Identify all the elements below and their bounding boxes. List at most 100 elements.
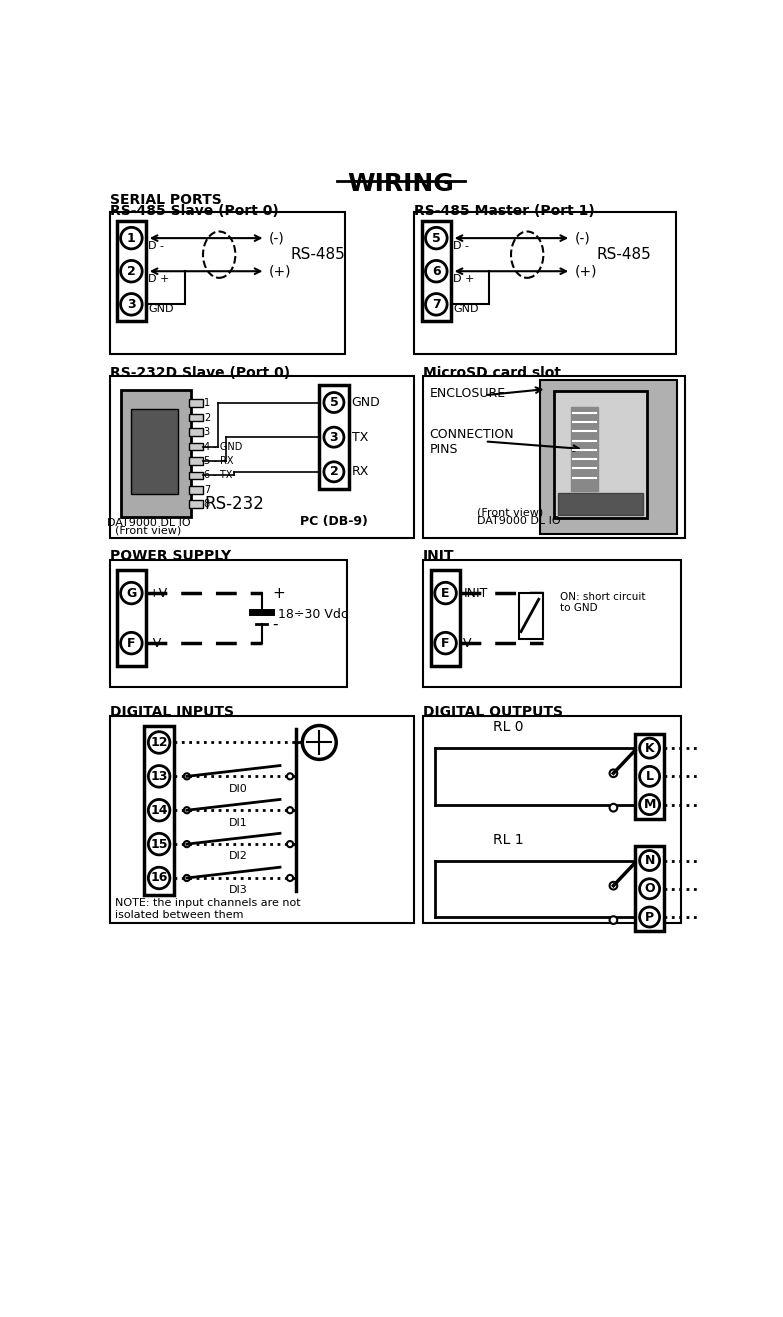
Text: DI1: DI1 — [229, 818, 247, 827]
Text: ON: short circuit
to GND: ON: short circuit to GND — [561, 591, 646, 614]
Bar — [110, 212, 345, 354]
Bar — [540, 379, 677, 533]
Text: (+): (+) — [269, 265, 292, 278]
Circle shape — [324, 392, 344, 412]
Bar — [189, 399, 203, 407]
Bar — [519, 593, 543, 639]
Text: RS-485: RS-485 — [290, 248, 345, 262]
Bar — [571, 407, 598, 491]
Text: D -: D - — [453, 241, 469, 250]
Bar — [424, 715, 681, 923]
Circle shape — [287, 874, 293, 881]
Text: -V: -V — [149, 636, 161, 649]
Bar — [558, 493, 643, 515]
Circle shape — [324, 427, 344, 448]
Text: -: - — [272, 616, 278, 632]
Text: SERIAL PORTS: SERIAL PORTS — [110, 192, 222, 207]
Bar — [110, 375, 414, 537]
Text: DI3: DI3 — [229, 885, 247, 896]
Text: D +: D + — [453, 274, 474, 284]
Text: 1: 1 — [127, 232, 135, 245]
Bar — [189, 443, 203, 450]
Circle shape — [435, 582, 456, 605]
Circle shape — [610, 769, 617, 777]
Text: RS-485 Slave (Port 0): RS-485 Slave (Port 0) — [110, 204, 279, 219]
Bar — [145, 726, 174, 896]
Text: DAT9000 DL IO: DAT9000 DL IO — [477, 516, 561, 525]
Text: 18÷30 Vdc: 18÷30 Vdc — [279, 607, 348, 620]
Circle shape — [610, 803, 617, 811]
Text: G: G — [126, 586, 136, 599]
Circle shape — [640, 878, 659, 898]
Bar — [110, 715, 414, 923]
Circle shape — [425, 261, 447, 282]
Text: ENCLOSURE: ENCLOSURE — [429, 387, 506, 400]
Bar — [131, 410, 179, 494]
Circle shape — [610, 882, 617, 889]
Text: (Front view): (Front view) — [115, 525, 182, 535]
Text: NOTE: the input channels are not
isolated between them: NOTE: the input channels are not isolate… — [115, 898, 301, 919]
Text: F: F — [442, 636, 449, 649]
Text: WIRING: WIRING — [348, 173, 454, 196]
Circle shape — [184, 874, 190, 881]
Text: 8: 8 — [204, 499, 210, 510]
Text: K: K — [644, 741, 655, 755]
Bar — [554, 391, 647, 519]
Circle shape — [435, 632, 456, 655]
Text: 14: 14 — [150, 803, 168, 817]
Bar — [189, 500, 203, 508]
Text: 12: 12 — [150, 736, 168, 749]
Text: RS-232D Slave (Port 0): RS-232D Slave (Port 0) — [110, 366, 290, 379]
Circle shape — [148, 765, 170, 788]
Bar — [635, 847, 664, 931]
Bar — [635, 734, 664, 819]
Text: CONNECTION
PINS: CONNECTION PINS — [429, 428, 514, 456]
Circle shape — [121, 261, 143, 282]
Circle shape — [425, 228, 447, 249]
Text: RL 0: RL 0 — [493, 720, 523, 734]
Circle shape — [184, 807, 190, 814]
Circle shape — [121, 632, 143, 655]
Bar — [189, 457, 203, 465]
Text: GND: GND — [453, 304, 478, 315]
Text: 2: 2 — [127, 265, 135, 278]
Circle shape — [640, 907, 659, 927]
Text: RX: RX — [352, 465, 369, 478]
Text: INIT: INIT — [464, 586, 488, 599]
Text: V-: V- — [464, 636, 475, 649]
Text: D -: D - — [148, 241, 164, 250]
Bar — [414, 212, 676, 354]
Text: INIT: INIT — [424, 549, 455, 564]
Bar — [319, 385, 348, 489]
Text: RS-485 Master (Port 1): RS-485 Master (Port 1) — [414, 204, 595, 219]
Text: DAT9000 DL IO: DAT9000 DL IO — [106, 519, 190, 528]
Text: +: + — [272, 586, 285, 601]
Text: (-): (-) — [269, 230, 285, 245]
Circle shape — [425, 294, 447, 315]
Bar — [424, 375, 685, 537]
Text: POWER SUPPLY: POWER SUPPLY — [110, 549, 231, 564]
Text: E: E — [442, 586, 449, 599]
Text: 6 - TX: 6 - TX — [204, 470, 232, 481]
Circle shape — [640, 766, 659, 786]
Text: 3: 3 — [204, 427, 210, 437]
Bar — [117, 570, 146, 666]
Text: F: F — [127, 636, 135, 649]
Circle shape — [184, 842, 190, 847]
Text: P: P — [645, 910, 654, 923]
Bar — [189, 414, 203, 421]
Circle shape — [287, 773, 293, 780]
Text: M: M — [644, 798, 656, 811]
Circle shape — [287, 807, 293, 814]
Text: DIGITAL OUTPUTS: DIGITAL OUTPUTS — [424, 705, 563, 719]
Circle shape — [121, 228, 143, 249]
Text: 3: 3 — [127, 298, 135, 311]
Text: (Front view): (Front view) — [477, 507, 543, 518]
Bar — [189, 471, 203, 479]
Text: O: O — [644, 882, 655, 896]
Bar — [422, 221, 451, 321]
Circle shape — [610, 917, 617, 925]
Text: DI0: DI0 — [229, 784, 247, 794]
Text: L: L — [646, 770, 654, 782]
Bar — [189, 428, 203, 436]
